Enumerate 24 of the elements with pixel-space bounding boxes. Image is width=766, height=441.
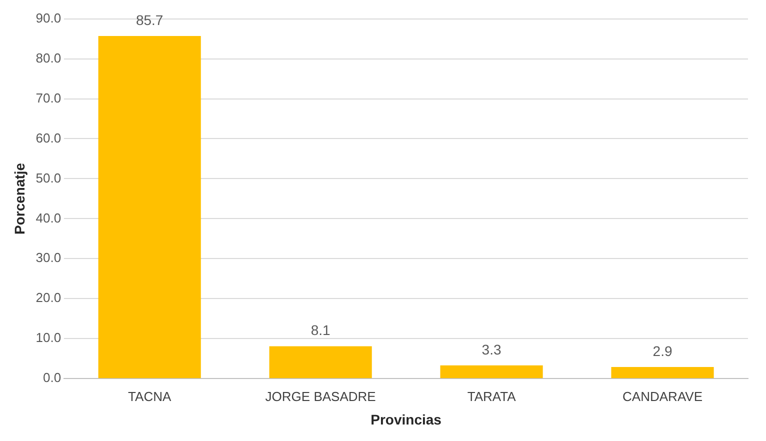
x-tick-label: TACNA [128, 388, 172, 404]
y-tick-label: 90.0 [36, 10, 62, 26]
y-tick-label: 20.0 [36, 290, 62, 306]
y-tick-label: 50.0 [36, 170, 62, 186]
y-tick-label: 60.0 [36, 130, 62, 146]
y-tick-label: 0.0 [43, 370, 62, 386]
y-tick-label: 80.0 [36, 50, 62, 66]
x-axis-title: Provincias [370, 411, 442, 428]
y-tick-label: 70.0 [36, 90, 62, 106]
data-label: 85.7 [136, 12, 164, 28]
data-label: 3.3 [482, 341, 502, 358]
bar [440, 365, 543, 378]
data-label: 2.9 [652, 342, 672, 359]
y-axis-title: Porcenatje [11, 162, 28, 234]
x-tick-label: TARATA [467, 388, 516, 404]
bar [269, 346, 372, 378]
x-tick-label: JORGE BASADRE [265, 388, 376, 404]
y-tick-label: 40.0 [36, 210, 62, 226]
bar [611, 367, 714, 378]
y-tick-label: 30.0 [36, 250, 62, 266]
y-tick-label: 10.0 [36, 330, 62, 346]
data-label: 8.1 [310, 322, 331, 338]
x-tick-label: CANDARAVE [622, 388, 703, 404]
bar [98, 36, 201, 378]
